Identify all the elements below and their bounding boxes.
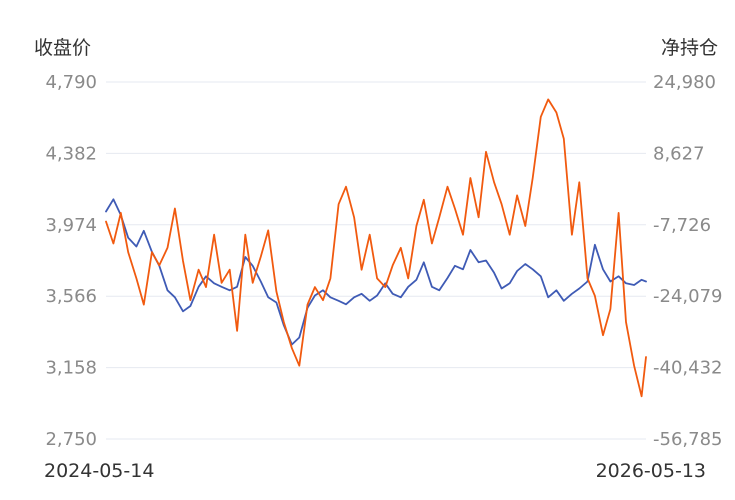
series-line-right-axis [105, 98, 647, 398]
left-axis-title: 收盘价 [34, 37, 91, 59]
right-tick-label: 24,980 [653, 72, 716, 93]
right-axis-ticks: 24,980 8,627 -7,726 -24,079 -40,432 -56,785 [653, 72, 722, 450]
right-tick-label: -7,726 [653, 215, 711, 236]
left-tick-label: 4,382 [45, 143, 97, 164]
x-tick-label-end: 2026-05-13 [596, 460, 706, 482]
x-tick-label-start: 2024-05-14 [44, 460, 154, 482]
right-tick-label: -40,432 [653, 358, 722, 379]
series-line-left-axis [105, 198, 647, 346]
left-axis-ticks: 4,790 4,382 3,974 3,566 3,158 2,750 [45, 72, 97, 450]
right-axis-title: 净持仓 [661, 37, 718, 59]
right-tick-label: -24,079 [653, 286, 722, 307]
grid-lines [106, 81, 646, 440]
left-tick-label: 2,750 [45, 429, 97, 450]
left-tick-label: 3,566 [45, 286, 97, 307]
right-tick-label: 8,627 [653, 143, 705, 164]
right-tick-label: -56,785 [653, 429, 722, 450]
left-tick-label: 3,158 [45, 358, 97, 379]
left-tick-label: 3,974 [45, 215, 97, 236]
series-layer [105, 98, 647, 398]
left-tick-label: 4,790 [45, 72, 97, 93]
